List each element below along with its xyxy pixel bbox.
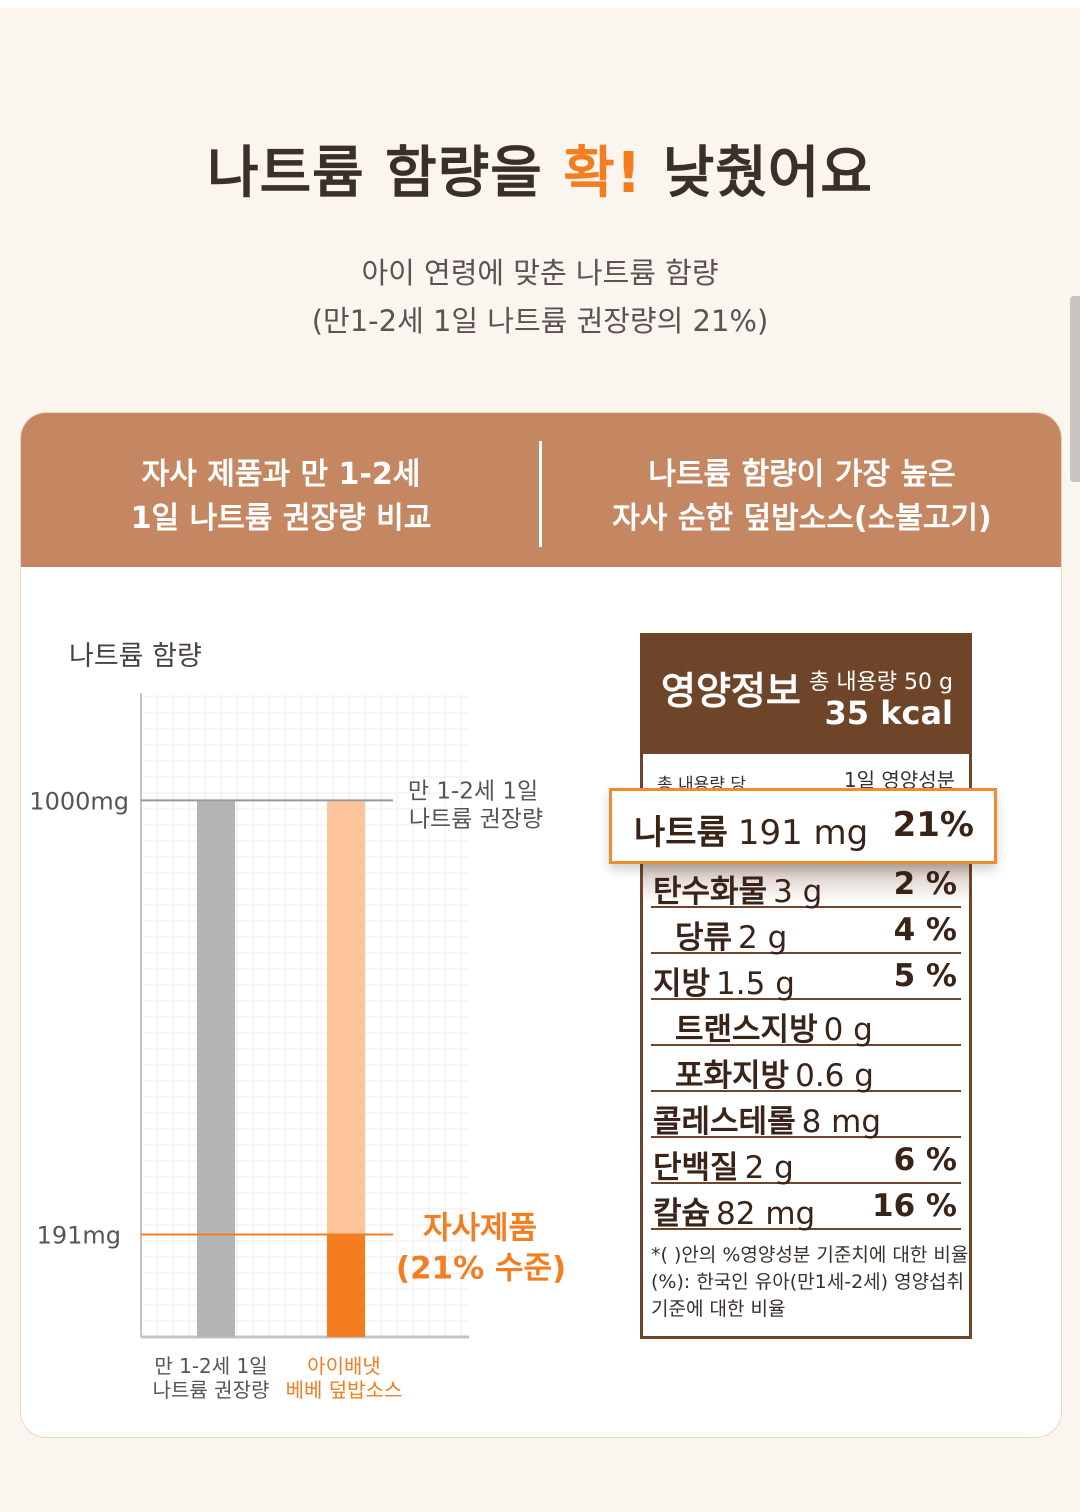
nutrient-name: 트랜스지방 0 g	[675, 1012, 873, 1048]
nutrient-name: 콜레스테롤 8 mg	[653, 1104, 882, 1140]
nutrition-row: 포화지방 0.6 g	[651, 1046, 961, 1094]
nutrient-name: 칼슘 82 mg	[653, 1196, 816, 1232]
chart-title: 나트륨 함량	[69, 641, 202, 672]
category-label: 베베 덮밥소스	[286, 1378, 403, 1402]
nutrient-name: 단백질 2 g	[653, 1150, 794, 1186]
subtitle-line1: 아이 연령에 맞춘 나트륨 함량	[361, 256, 719, 290]
nutrition-row: 지방 1.5 g 5 %	[651, 954, 961, 1002]
nutrient-amount: 2 g	[738, 920, 788, 956]
nutrition-rows: 탄수화물 3 g 2 % 당류 2 g 4 % 지방 1.5 g 5 % 트랜스지방 0 g 포화지방…	[651, 862, 961, 1232]
sodium-amount: 191 mg	[737, 813, 869, 853]
nutrition-title: 영양정보	[661, 669, 801, 713]
category-label: 아이배냇	[307, 1354, 381, 1378]
nutrition-row: 트랜스지방 0 g	[651, 1000, 961, 1048]
sodium-pct: 21%	[892, 805, 974, 845]
card-header-right: 나트륨 함량이 가장 높은 자사 순한 덮밥소스(소불고기)	[612, 457, 992, 536]
sodium-highlight: 나트륨 191 mg 21%	[609, 788, 997, 864]
nutrition-header: 영양정보 총 내용량 50 g 35 kcal	[643, 636, 969, 754]
sodium-name: 나트륨 191 mg	[634, 813, 869, 853]
bar-product	[327, 1234, 365, 1337]
nutrient-amount: 8 mg	[801, 1104, 882, 1140]
nutrition-row: 콜레스테롤 8 mg	[651, 1092, 961, 1140]
nutrient-amount: 82 mg	[716, 1196, 816, 1232]
nutrition-row: 단백질 2 g 6 %	[651, 1138, 961, 1186]
nutrient-name: 탄수화물 3 g	[653, 874, 823, 910]
comparison-card: 자사 제품과 만 1-2세 1일 나트륨 권장량 비교 나트륨 함량이 가장 높…	[20, 412, 1062, 1438]
nutrition-total: 총 내용량 50 g	[809, 670, 953, 695]
category-label: 만 1-2세 1일	[154, 1354, 267, 1378]
scrollbar-thumb[interactable]	[1070, 296, 1080, 482]
card-header: 자사 제품과 만 1-2세 1일 나트륨 권장량 비교 나트륨 함량이 가장 높…	[21, 413, 1061, 567]
nutrient-name: 당류 2 g	[675, 920, 788, 956]
nutrition-label: 영양정보 총 내용량 50 g 35 kcal 총 내용량 당 1일 영양성분 …	[640, 633, 972, 1339]
subtitle-line2: (만1-2세 1일 나트륨 권장량의 21%)	[311, 304, 769, 338]
top-strip	[0, 0, 1080, 8]
tick-label: 1000mg	[29, 787, 129, 815]
nutrient-pct: 6 %	[893, 1142, 957, 1178]
bar-reference	[197, 800, 235, 1337]
nutrient-pct: 4 %	[893, 912, 957, 948]
nutrition-row: 탄수화물 3 g 2 %	[651, 862, 961, 910]
nutrient-pct: 5 %	[893, 958, 957, 994]
product-annotation: (21% 수준)	[396, 1250, 566, 1286]
sodium-shadow	[643, 862, 969, 902]
category-label: 나트륨 권장량	[153, 1378, 270, 1402]
page-title: 나트륨 함량을 확! 낮췄어요	[207, 141, 873, 206]
title-accent: 확!	[563, 141, 643, 206]
nutrition-kcal: 35 kcal	[824, 694, 953, 732]
nutrition-row: 칼슘 82 mg 16 %	[651, 1184, 961, 1232]
nutrient-name: 지방 1.5 g	[653, 966, 795, 1002]
nutrient-amount: 0 g	[823, 1012, 873, 1048]
header-divider	[539, 441, 542, 547]
nutrient-pct: 16 %	[872, 1188, 957, 1224]
nutrient-amount: 0.6 g	[795, 1058, 874, 1094]
ref-annotation: 만 1-2세 1일	[408, 778, 538, 804]
nutrition-footnote: *( )안의 %영양성분 기준치에 대한 비율(%): 한국인 유아(만1세-2…	[651, 1244, 969, 1320]
product-annotation: 자사제품	[423, 1210, 537, 1246]
ref-annotation: 나트륨 권장량	[409, 806, 543, 832]
bar-product-remaining	[327, 800, 365, 1235]
nutrient-pct: 2 %	[893, 866, 957, 902]
nutrient-amount: 3 g	[773, 874, 823, 910]
nutrient-name: 포화지방 0.6 g	[675, 1058, 874, 1094]
card-header-left: 자사 제품과 만 1-2세 1일 나트륨 권장량 비교	[130, 457, 432, 536]
nutrition-row: 당류 2 g 4 %	[651, 908, 961, 956]
nutrient-amount: 2 g	[744, 1150, 794, 1186]
tick-label: 191mg	[37, 1221, 121, 1249]
nutrient-amount: 1.5 g	[716, 966, 795, 1002]
